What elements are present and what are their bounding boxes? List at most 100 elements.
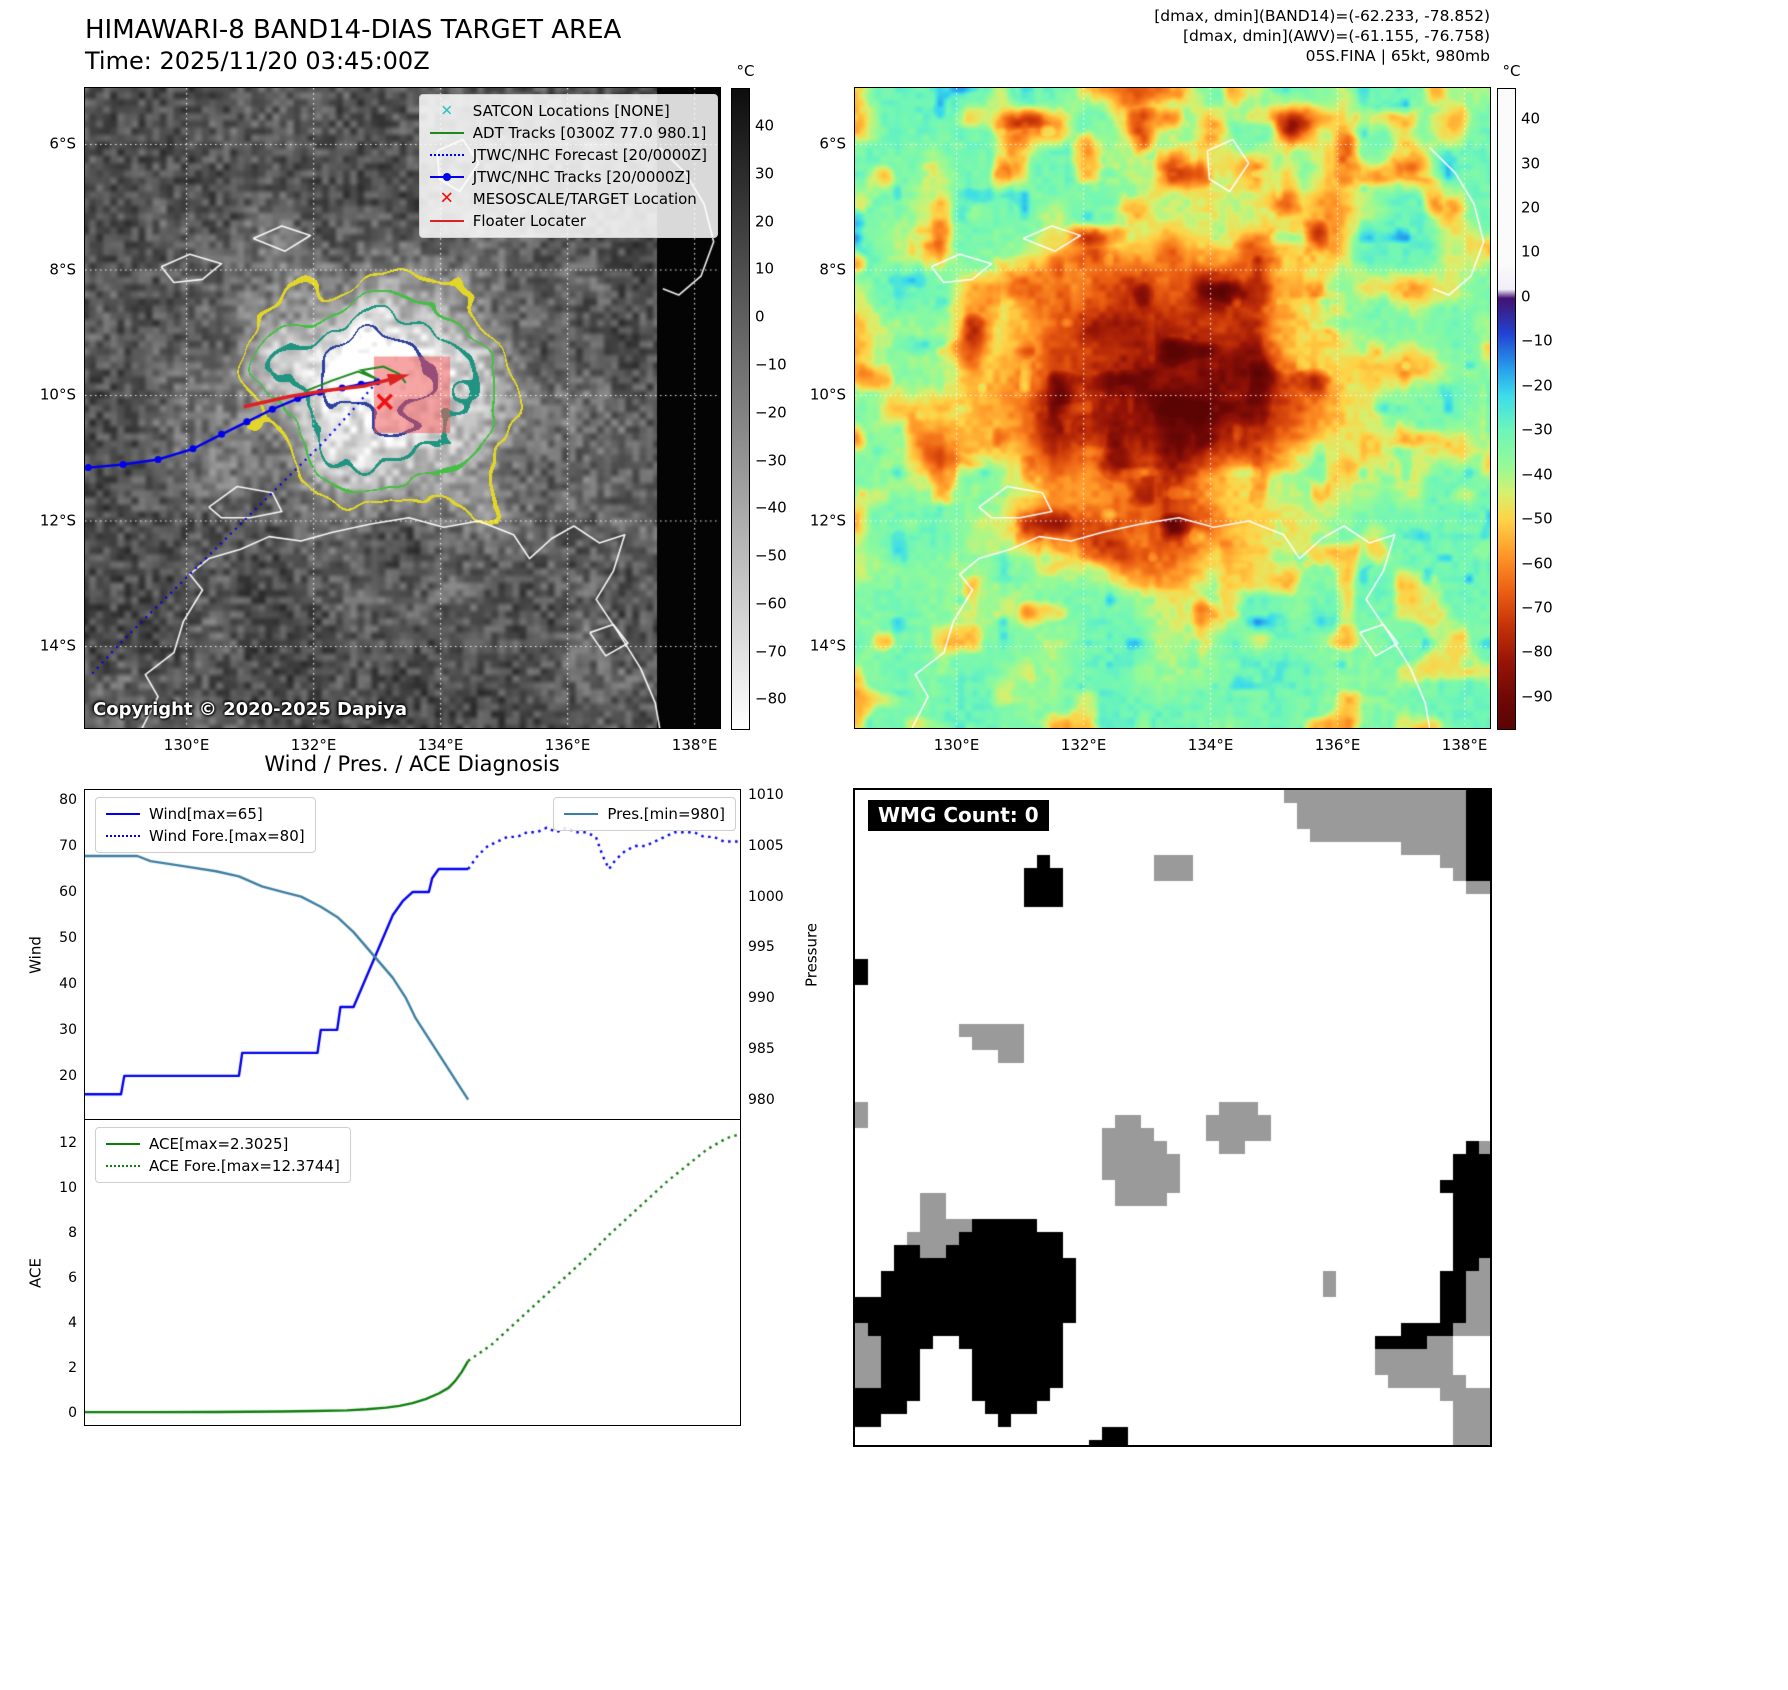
awv-colorbar-tick: −60 <box>1521 553 1553 572</box>
legend-label: ACE[max=2.3025] <box>149 1135 289 1153</box>
awv-header-line-3: 05S.FINA | 65kt, 980mb <box>1305 47 1490 65</box>
band14-colorbar-unit: °C <box>736 61 755 80</box>
line-icon <box>106 1143 140 1145</box>
wmg-count-badge: WMG Count: 0 <box>868 800 1049 831</box>
band14-colorbar <box>731 88 750 730</box>
band14-colorbar-tick: −80 <box>755 689 787 708</box>
band14-colorbar-tick: −50 <box>755 546 787 565</box>
ace-axis-label: ACE <box>26 1257 45 1288</box>
copyright-text: Copyright © 2020-2025 Dapiya <box>93 699 408 720</box>
band14-legend: ✕ SATCON Locations [NONE] ADT Tracks [0300… <box>418 94 718 238</box>
awv-lat-tick: 14°S <box>809 636 846 655</box>
awv-lon-tick: 134°E <box>1187 736 1234 754</box>
line-icon <box>564 813 599 815</box>
line-icon <box>429 220 464 222</box>
band14-lon-tick: 132°E <box>290 736 337 754</box>
band14-lat-tick: 10°S <box>39 385 76 404</box>
pressure-axis-tick: 990 <box>748 990 775 1007</box>
band14-lon-tick: 130°E <box>163 736 210 754</box>
awv-colorbar-unit: °C <box>1502 61 1521 80</box>
dotted-line-icon <box>429 154 464 156</box>
awv-colorbar-tick: 10 <box>1521 242 1541 261</box>
band14-lat-tick: 12°S <box>39 511 76 530</box>
band14-colorbar-tick: 0 <box>755 307 765 326</box>
ace-legend-item: ACE Fore.[max=12.3744] <box>106 1157 340 1175</box>
ace-legend-item: ACE[max=2.3025] <box>106 1135 340 1153</box>
legend-label: ADT Tracks [0300Z 77.0 980.1] <box>472 124 707 142</box>
x-marker-icon: ✕ <box>440 101 454 120</box>
awv-colorbar-tick: −20 <box>1521 376 1553 395</box>
awv-colorbar-tick: 0 <box>1521 287 1531 306</box>
wind-axis-tick: 80 <box>59 792 77 809</box>
ace-axis-tick: 8 <box>68 1224 77 1241</box>
band14-lat-tick: 8°S <box>49 260 76 279</box>
awv-colorbar-tick: 40 <box>1521 109 1541 128</box>
awv-colorbar-tick: −90 <box>1521 687 1553 706</box>
awv-lat-tick: 12°S <box>809 511 846 530</box>
band14-title: HIMAWARI-8 BAND14-DIAS TARGET AREA <box>85 15 622 45</box>
awv-colorbar <box>1497 88 1516 730</box>
awv-lon-tick: 138°E <box>1441 736 1488 754</box>
pressure-axis-tick: 985 <box>748 1040 775 1057</box>
pressure-axis-tick: 1000 <box>748 888 784 905</box>
line-icon <box>106 813 140 815</box>
pressure-axis-tick: 995 <box>748 939 775 956</box>
legend-label: JTWC/NHC Forecast [20/0000Z] <box>472 146 707 164</box>
legend-sample <box>429 147 464 163</box>
awv-lon-tick: 136°E <box>1314 736 1361 754</box>
awv-colorbar-tick: −30 <box>1521 420 1553 439</box>
wind-axis-tick: 40 <box>59 975 77 992</box>
legend-label: ACE Fore.[max=12.3744] <box>149 1157 340 1175</box>
band14-colorbar-tick: −60 <box>755 594 787 613</box>
dotted-line-icon <box>106 835 140 837</box>
awv-colorbar-tick: −10 <box>1521 331 1553 350</box>
awv-satellite-map <box>854 87 1491 729</box>
legend-sample <box>429 169 464 185</box>
legend-label: Floater Locater <box>472 212 586 230</box>
ace-axis-tick: 4 <box>68 1314 77 1331</box>
ace-axis-tick: 0 <box>68 1404 77 1421</box>
band14-legend-item: ✕ MESOSCALE/TARGET Location <box>430 190 707 208</box>
pressure-axis-tick: 1005 <box>748 837 784 854</box>
ace-axis-tick: 6 <box>68 1269 77 1286</box>
diagnosis-chart-title: Wind / Pres. / ACE Diagnosis <box>264 752 560 776</box>
band14-lat-tick: 14°S <box>39 636 76 655</box>
wind-axis-tick: 20 <box>59 1067 77 1084</box>
band14-legend-item: Floater Locater <box>429 212 707 230</box>
legend-label: MESOSCALE/TARGET Location <box>472 190 697 208</box>
band14-lon-tick: 136°E <box>544 736 591 754</box>
legend-sample <box>106 828 140 844</box>
band14-colorbar-tick: −10 <box>755 355 787 374</box>
pressure-axis-label: Pressure <box>802 922 821 988</box>
dotted-line-icon <box>106 1165 140 1167</box>
line-icon <box>429 132 464 134</box>
wind-axis-label: Wind <box>26 936 45 974</box>
ace-axis-tick: 12 <box>59 1134 77 1151</box>
band14-time-subtitle: Time: 2025/11/20 03:45:00Z <box>85 47 430 75</box>
awv-colorbar-tick: 20 <box>1521 198 1541 217</box>
awv-colorbar-tick: −50 <box>1521 509 1553 528</box>
legend-label: Wind[max=65] <box>149 805 263 823</box>
awv-header-line-1: [dmax, dmin](BAND14)=(-62.233, -78.852) <box>1154 7 1490 25</box>
pressure-axis-tick: 1010 <box>748 787 784 804</box>
awv-lat-tick: 8°S <box>819 260 846 279</box>
band14-colorbar-tick: −20 <box>755 403 787 422</box>
band14-legend-item: ADT Tracks [0300Z 77.0 980.1] <box>429 124 707 142</box>
band14-legend-item: JTWC/NHC Forecast [20/0000Z] <box>429 146 707 164</box>
band14-lat-tick: 6°S <box>49 134 76 153</box>
pressure-axis-tick: 980 <box>748 1091 775 1108</box>
wind-axis-tick: 50 <box>59 929 77 946</box>
wind-legend-item: Wind[max=65] <box>106 805 305 823</box>
band14-colorbar-tick: −40 <box>755 498 787 517</box>
pressure-legend-item: Pres.[min=980] <box>564 805 725 823</box>
legend-label: Wind Fore.[max=80] <box>149 827 305 845</box>
awv-colorbar-tick: −40 <box>1521 465 1553 484</box>
ace-legend: ACE[max=2.3025] ACE Fore.[max=12.3744] <box>95 1127 351 1183</box>
wind-legend: Wind[max=65] Wind Fore.[max=80] <box>95 797 316 853</box>
band14-legend-item: ✕ SATCON Locations [NONE] <box>430 102 707 120</box>
band14-colorbar-tick: 40 <box>755 116 775 135</box>
legend-sample <box>106 1136 140 1152</box>
legend-label: JTWC/NHC Tracks [20/0000Z] <box>472 168 691 186</box>
awv-colorbar-tick: −70 <box>1521 598 1553 617</box>
